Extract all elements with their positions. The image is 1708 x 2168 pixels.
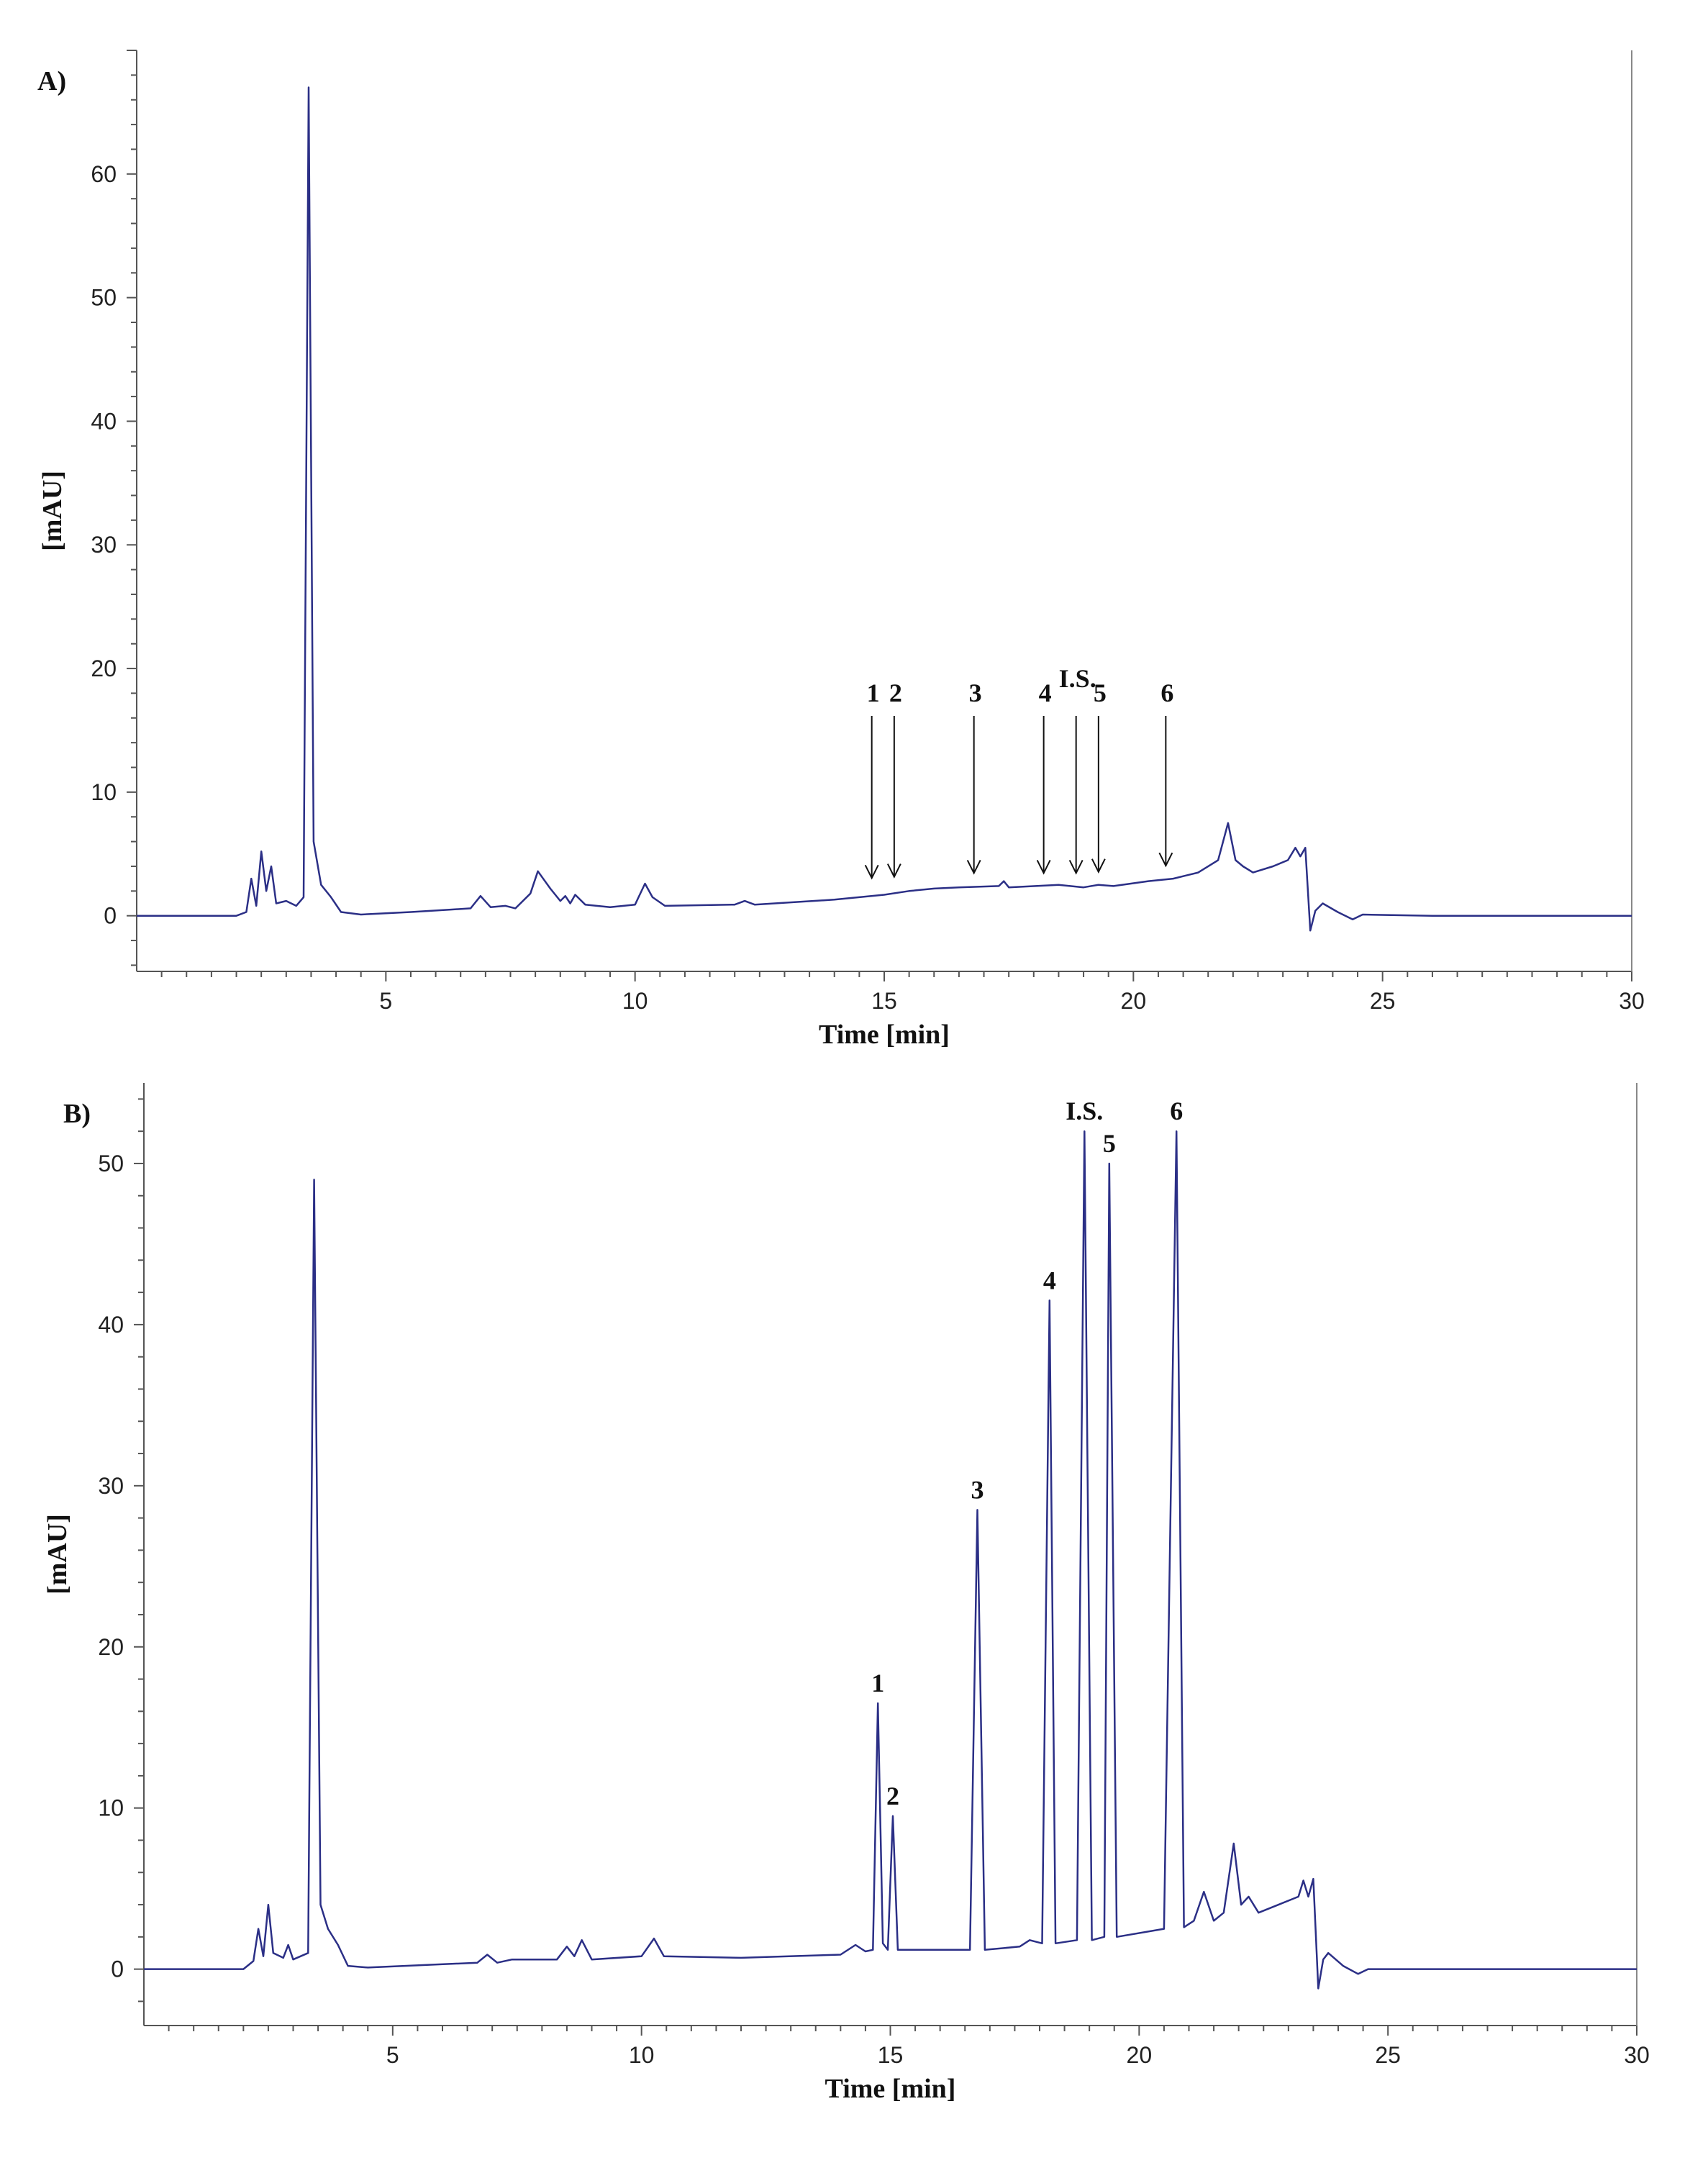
x-tick-label: 20 xyxy=(1127,2042,1153,2068)
y-axis-title: [mAU] xyxy=(42,1514,73,1595)
y-tick-label: 10 xyxy=(98,1795,124,1821)
peak-label: 6 xyxy=(1170,1097,1183,1125)
y-tick-label: 30 xyxy=(91,532,117,558)
chromatogram-trace xyxy=(137,86,1632,932)
peak-arrowhead xyxy=(1158,852,1173,868)
y-tick-label: 50 xyxy=(98,1151,124,1176)
peak-label: 3 xyxy=(969,679,982,707)
x-tick-label: 30 xyxy=(1624,2042,1650,2068)
y-tick-label: 20 xyxy=(98,1634,124,1660)
chromatogram-trace xyxy=(144,1130,1637,1990)
panel-label: B) xyxy=(63,1099,91,1129)
x-tick-label: 5 xyxy=(386,2042,399,2068)
peak-label: 5 xyxy=(1103,1129,1116,1158)
peak-label: 5 xyxy=(1094,679,1107,707)
peak-label: 6 xyxy=(1160,679,1173,707)
y-tick-label: 0 xyxy=(104,903,117,929)
y-tick-label: 0 xyxy=(111,1956,124,1982)
x-tick-label: 5 xyxy=(379,988,392,1014)
peak-label: 3 xyxy=(971,1475,984,1504)
peak-label: 1 xyxy=(867,679,880,707)
peak-label: 2 xyxy=(889,679,902,707)
peak-label: 4 xyxy=(1043,1266,1056,1294)
peak-arrowhead xyxy=(886,863,901,879)
x-tick-label: 10 xyxy=(629,2042,655,2068)
x-axis-title: Time [min] xyxy=(825,2074,956,2104)
peak-label: I.S. xyxy=(1066,1097,1103,1125)
x-tick-label: 30 xyxy=(1619,988,1645,1014)
peak-arrowhead xyxy=(1068,860,1084,875)
x-tick-label: 10 xyxy=(622,988,648,1014)
peak-arrowhead xyxy=(864,864,879,880)
x-tick-label: 25 xyxy=(1375,2042,1401,2068)
peak-arrowhead xyxy=(966,860,981,875)
peak-arrowhead xyxy=(1091,858,1106,874)
y-tick-label: 60 xyxy=(91,161,117,187)
y-tick-label: 10 xyxy=(91,779,117,805)
peak-label: 4 xyxy=(1039,679,1052,707)
y-axis-title: [mAU] xyxy=(37,471,68,551)
y-tick-label: 40 xyxy=(98,1312,124,1338)
peak-label: 1 xyxy=(871,1669,884,1697)
x-tick-label: 15 xyxy=(871,988,897,1014)
peak-label: 2 xyxy=(886,1782,899,1810)
x-tick-label: 25 xyxy=(1370,988,1396,1014)
x-tick-label: 20 xyxy=(1121,988,1147,1014)
x-axis-title: Time [min] xyxy=(819,1020,950,1050)
peak-arrowhead xyxy=(1036,860,1051,875)
y-tick-label: 40 xyxy=(91,408,117,434)
panel-label: A) xyxy=(37,66,66,96)
y-tick-label: 50 xyxy=(91,285,117,311)
x-tick-label: 15 xyxy=(878,2042,904,2068)
y-tick-label: 30 xyxy=(98,1473,124,1499)
y-tick-label: 20 xyxy=(91,656,117,681)
peak-label: I.S. xyxy=(1059,664,1096,693)
